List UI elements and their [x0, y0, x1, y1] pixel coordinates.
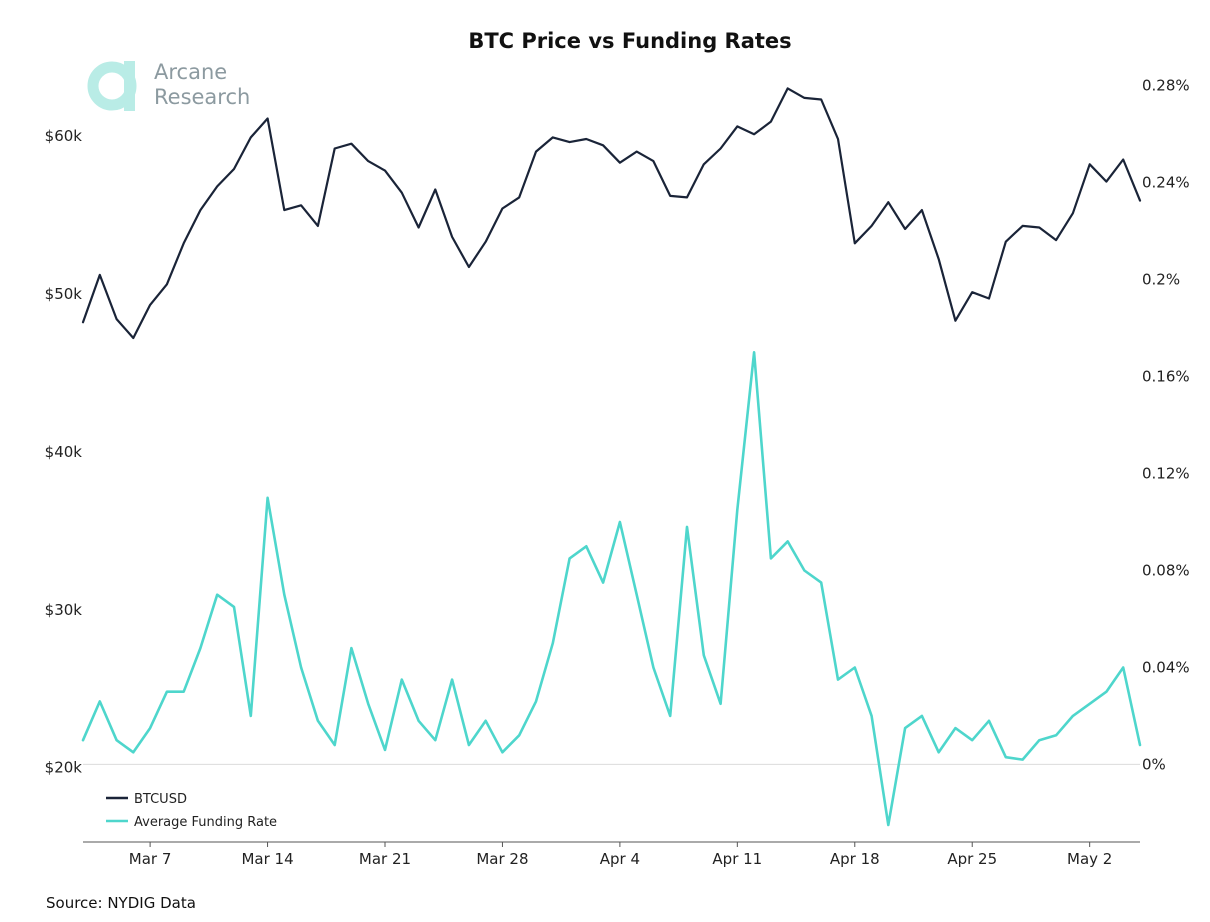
right-tick-label: 0%	[1142, 755, 1166, 773]
x-tick-label: Mar 28	[476, 850, 528, 868]
x-tick-label: Mar 7	[129, 850, 172, 868]
right-tick-label: 0.16%	[1142, 368, 1190, 386]
right-tick-label: 0.28%	[1142, 77, 1190, 95]
legend-label-funding: Average Funding Rate	[134, 815, 277, 830]
arcane-research-logo: Arcane Research	[87, 60, 250, 111]
left-tick-label: $50k	[45, 285, 83, 303]
x-tick-label: May 2	[1067, 850, 1112, 868]
left-tick-label: $30k	[45, 601, 83, 619]
x-axis: Mar 7 Mar 14 Mar 21 Mar 28 Apr 4 Apr 11 Apr 18…	[129, 842, 1112, 868]
right-tick-label: 0.04%	[1142, 658, 1190, 676]
logo-line2: Research	[154, 85, 250, 109]
x-tick-label: Mar 21	[359, 850, 411, 868]
right-tick-label: 0.24%	[1142, 174, 1190, 192]
logo-line1: Arcane	[154, 60, 227, 84]
legend-label-btcusd: BTCUSD	[134, 792, 187, 807]
x-tick-label: Apr 25	[947, 850, 997, 868]
right-axis: 0% 0.04% 0.08% 0.12% 0.16% 0.2% 0.24% 0.28%	[1142, 77, 1190, 774]
x-tick-label: Mar 14	[241, 850, 293, 868]
left-tick-label: $40k	[45, 443, 83, 461]
source-note: Source: NYDIG Data	[46, 894, 196, 912]
x-tick-label: Apr 11	[712, 850, 762, 868]
legend: BTCUSD Average Funding Rate	[106, 792, 277, 830]
btcusd-line	[81, 87, 1142, 340]
right-tick-label: 0.08%	[1142, 562, 1190, 580]
left-tick-label: $20k	[45, 759, 83, 777]
x-tick-label: Apr 4	[600, 850, 640, 868]
right-tick-label: 0.12%	[1142, 465, 1190, 483]
left-tick-label: $60k	[45, 127, 83, 145]
x-tick-label: Apr 18	[830, 850, 880, 868]
funding-rate-line	[81, 351, 1142, 827]
logo-mark-icon	[87, 61, 137, 111]
right-tick-label: 0.2%	[1142, 271, 1180, 289]
chart-title: BTC Price vs Funding Rates	[468, 29, 791, 53]
left-axis: $20k $30k $40k $50k $60k	[45, 127, 83, 777]
